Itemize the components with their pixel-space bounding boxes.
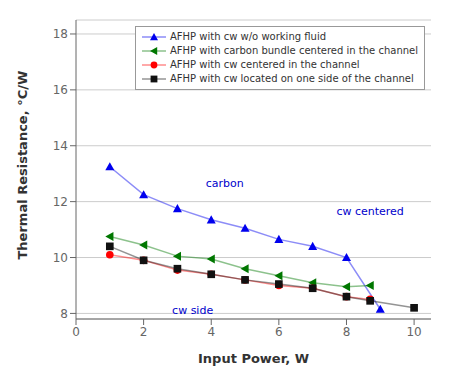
svg-text:10: 10 (406, 325, 421, 339)
html-text:AFHP with carbon bundle center: AFHP with carbon bundle centered in the … (170, 45, 418, 56)
svg-text:14: 14 (53, 139, 68, 153)
svg-text:0: 0 (72, 325, 80, 339)
svg-text:2: 2 (140, 325, 148, 339)
svg-text:8: 8 (343, 325, 351, 339)
svg-text:carbon: carbon (206, 177, 244, 190)
svg-text:cw side: cw side (172, 304, 213, 317)
svg-text:18: 18 (53, 27, 68, 41)
html-text:AFHP with cw w/o working fluid: AFHP with cw w/o working fluid (170, 31, 326, 42)
svg-text:8: 8 (60, 307, 68, 321)
html-text:AFHP with cw located on one si: AFHP with cw located on one side of the … (170, 73, 414, 84)
svg-text:16: 16 (53, 83, 68, 97)
svg-text:10: 10 (53, 251, 68, 265)
svg-text:6: 6 (275, 325, 283, 339)
svg-text:4: 4 (207, 325, 215, 339)
svg-text:Thermal Resistance, °C/W: Thermal Resistance, °C/W (15, 71, 30, 260)
svg-text:12: 12 (53, 195, 68, 209)
svg-text:cw centered: cw centered (336, 205, 403, 218)
html-text:AFHP with cw centered in the c: AFHP with cw centered in the channel (170, 59, 360, 70)
svg-text:Input Power, W: Input Power, W (198, 351, 309, 366)
